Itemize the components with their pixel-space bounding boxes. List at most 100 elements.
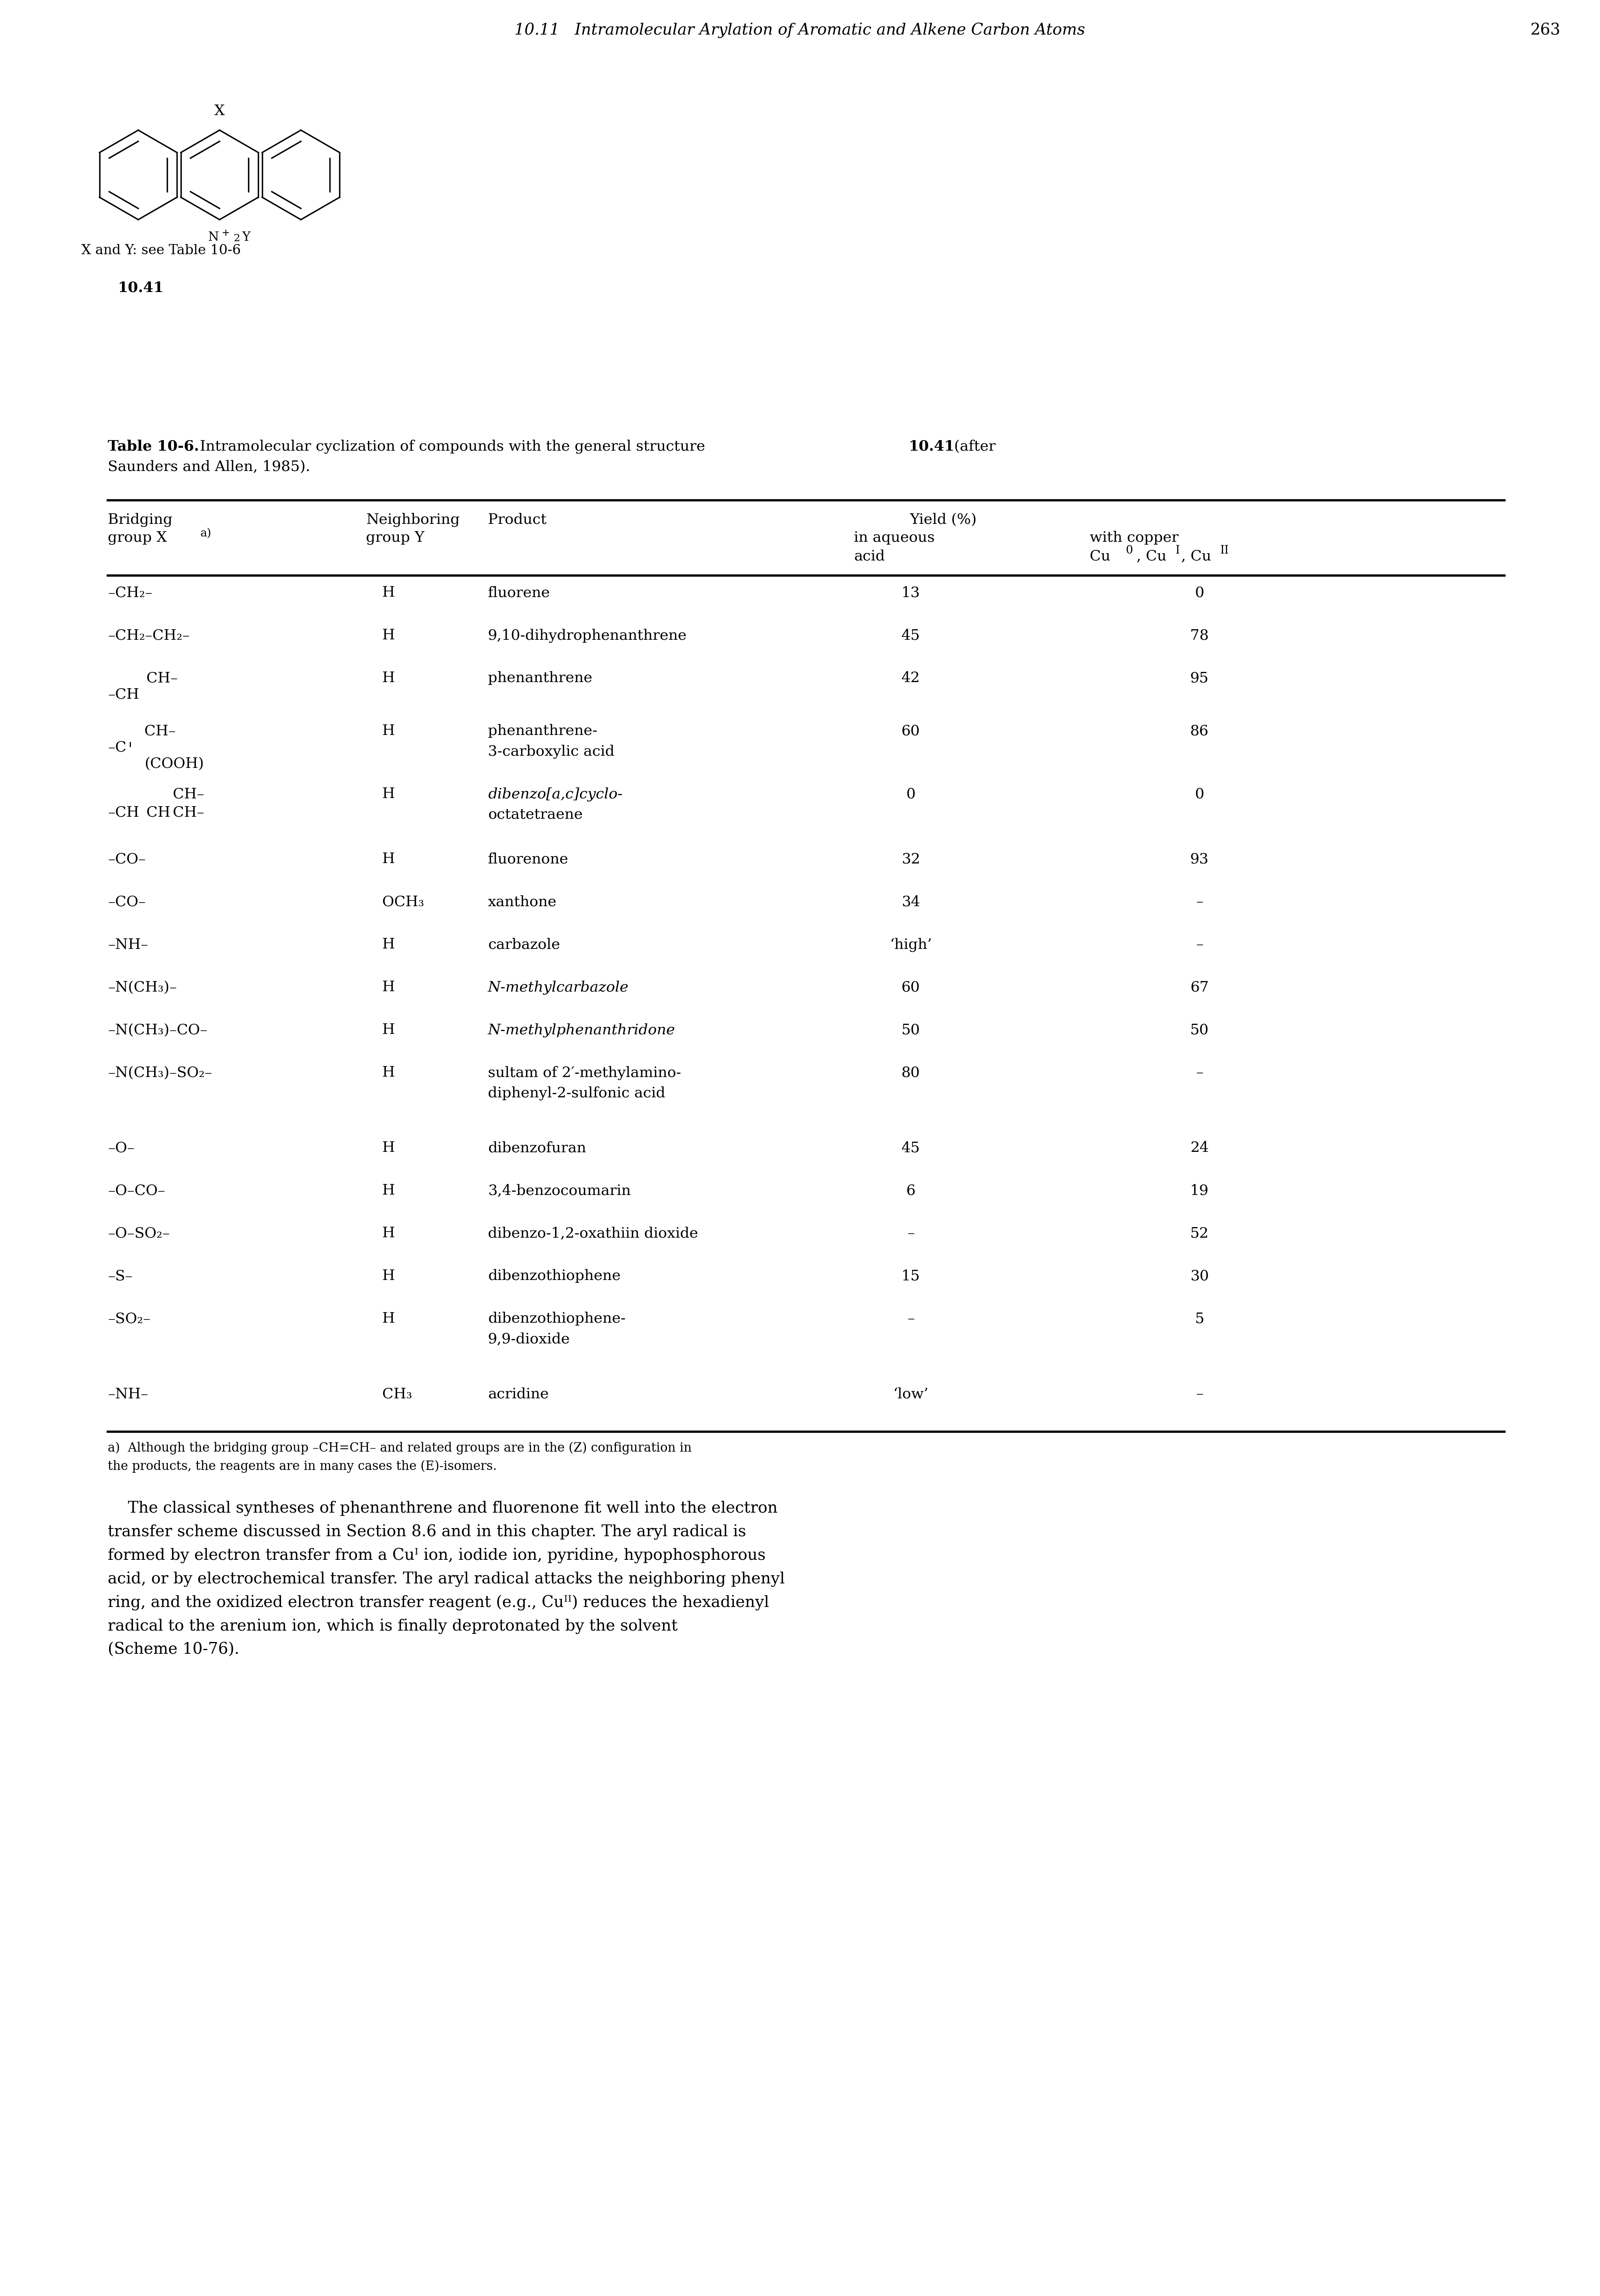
Text: acid, or by electrochemical transfer. The aryl radical attacks the neighboring p: acid, or by electrochemical transfer. Th… — [107, 1570, 786, 1587]
Text: N-methylphenanthridone: N-methylphenanthridone — [488, 1024, 675, 1038]
Text: 30: 30 — [1190, 1270, 1210, 1283]
Text: 5: 5 — [1195, 1311, 1205, 1325]
Text: (after: (after — [949, 439, 995, 452]
Text: 10.41: 10.41 — [118, 280, 165, 294]
Text: –CH₂–: –CH₂– — [107, 585, 152, 599]
Text: ‘low’: ‘low’ — [893, 1387, 928, 1401]
Text: xanthone: xanthone — [488, 895, 557, 909]
Text: dibenzofuran: dibenzofuran — [488, 1141, 586, 1155]
Text: 10.11   Intramolecular Arylation of Aromatic and Alkene Carbon Atoms: 10.11 Intramolecular Arylation of Aromat… — [515, 23, 1085, 39]
Text: X and Y: see Table 10-6: X and Y: see Table 10-6 — [82, 243, 242, 257]
Text: diphenyl-2-sulfonic acid: diphenyl-2-sulfonic acid — [488, 1086, 666, 1100]
Text: II: II — [1219, 544, 1229, 556]
Text: in aqueous: in aqueous — [854, 530, 934, 544]
Text: fluorene: fluorene — [488, 585, 550, 599]
Text: with copper: with copper — [1090, 530, 1179, 544]
Text: –: – — [1195, 937, 1203, 951]
Text: H: H — [382, 937, 395, 951]
Text: 0: 0 — [1125, 544, 1133, 556]
Text: 67: 67 — [1190, 980, 1208, 994]
Text: –: – — [907, 1311, 915, 1325]
Text: Product: Product — [488, 512, 547, 526]
Text: ‘high’: ‘high’ — [890, 937, 931, 951]
Text: 263: 263 — [1530, 23, 1560, 39]
Text: 93: 93 — [1190, 852, 1210, 866]
Text: transfer scheme discussed in Section 8.6 and in this chapter. The aryl radical i: transfer scheme discussed in Section 8.6… — [107, 1525, 746, 1541]
Text: CH: CH — [146, 806, 171, 820]
Text: –: – — [907, 1226, 915, 1240]
Text: –O–SO₂–: –O–SO₂– — [107, 1226, 170, 1240]
Text: N-methylcarbazole: N-methylcarbazole — [488, 980, 629, 994]
Text: –NH–: –NH– — [107, 1387, 149, 1401]
Text: –N(CH₃)–CO–: –N(CH₃)–CO– — [107, 1024, 208, 1038]
Text: dibenzo[a,c]cyclo-: dibenzo[a,c]cyclo- — [488, 788, 622, 801]
Text: CH–: CH– — [173, 788, 205, 801]
Text: 60: 60 — [901, 723, 920, 737]
Text: 15: 15 — [901, 1270, 920, 1283]
Text: –S–: –S– — [107, 1270, 133, 1283]
Text: dibenzothiophene-: dibenzothiophene- — [488, 1311, 626, 1325]
Text: ring, and the oxidized electron transfer reagent (e.g., Cuᴵᴵ) reduces the hexadi: ring, and the oxidized electron transfer… — [107, 1596, 770, 1612]
Text: Y: Y — [242, 232, 250, 243]
Text: OCH₃: OCH₃ — [382, 895, 424, 909]
Text: dibenzothiophene: dibenzothiophene — [488, 1270, 621, 1283]
Text: a)  Although the bridging group –CH=CH– and related groups are in the (Z) config: a) Although the bridging group –CH=CH– a… — [107, 1442, 691, 1456]
Text: –SO₂–: –SO₂– — [107, 1311, 150, 1325]
Text: –N(CH₃)–SO₂–: –N(CH₃)–SO₂– — [107, 1065, 213, 1079]
Text: H: H — [382, 1270, 395, 1283]
Text: CH–: CH– — [144, 723, 176, 737]
Text: –CO–: –CO– — [107, 895, 146, 909]
Text: The classical syntheses of phenanthrene and fluorenone fit well into the electro: The classical syntheses of phenanthrene … — [107, 1502, 778, 1515]
Text: sultam of 2′-methylamino-: sultam of 2′-methylamino- — [488, 1065, 682, 1079]
Text: octatetraene: octatetraene — [488, 808, 582, 822]
Text: +: + — [221, 230, 230, 239]
Text: fluorenone: fluorenone — [488, 852, 568, 866]
Text: Table 10-6.: Table 10-6. — [107, 439, 198, 452]
Text: 9,10-dihydrophenanthrene: 9,10-dihydrophenanthrene — [488, 629, 686, 643]
Text: formed by electron transfer from a Cuᴵ ion, iodide ion, pyridine, hypophosphorou: formed by electron transfer from a Cuᴵ i… — [107, 1548, 766, 1564]
Text: H: H — [382, 585, 395, 599]
Text: H: H — [382, 1024, 395, 1038]
Text: , Cu: , Cu — [1181, 549, 1211, 563]
Text: CH₃: CH₃ — [382, 1387, 413, 1401]
Text: phenanthrene: phenanthrene — [488, 670, 592, 684]
Text: 45: 45 — [901, 629, 920, 643]
Text: H: H — [382, 1226, 395, 1240]
Text: Neighboring: Neighboring — [366, 512, 459, 526]
Text: –CO–: –CO– — [107, 852, 146, 866]
Text: 0: 0 — [1195, 788, 1205, 801]
Text: –: – — [1195, 895, 1203, 909]
Text: H: H — [382, 980, 395, 994]
Text: 32: 32 — [901, 852, 920, 866]
Text: a): a) — [200, 528, 211, 540]
Text: H: H — [382, 629, 395, 643]
Text: 13: 13 — [901, 585, 920, 599]
Text: CH–: CH– — [146, 670, 178, 684]
Text: the products, the reagents are in many cases the (E)-isomers.: the products, the reagents are in many c… — [107, 1460, 498, 1472]
Text: 86: 86 — [1190, 723, 1210, 737]
Text: acridine: acridine — [488, 1387, 549, 1401]
Text: –NH–: –NH– — [107, 937, 149, 951]
Text: 2: 2 — [234, 234, 240, 243]
Text: H: H — [382, 1141, 395, 1155]
Text: carbazole: carbazole — [488, 937, 560, 951]
Text: N: N — [208, 232, 219, 243]
Text: CH–: CH– — [173, 806, 205, 820]
Text: 78: 78 — [1190, 629, 1210, 643]
Text: group X: group X — [107, 530, 166, 544]
Text: dibenzo-1,2-oxathiin dioxide: dibenzo-1,2-oxathiin dioxide — [488, 1226, 698, 1240]
Text: X: X — [214, 103, 226, 117]
Text: 50: 50 — [901, 1024, 920, 1038]
Text: phenanthrene-: phenanthrene- — [488, 723, 597, 737]
Text: Intramolecular cyclization of compounds with the general structure: Intramolecular cyclization of compounds … — [195, 439, 710, 452]
Text: H: H — [382, 1065, 395, 1079]
Text: –: – — [1195, 1387, 1203, 1401]
Text: H: H — [382, 788, 395, 801]
Text: Cu: Cu — [1090, 549, 1110, 563]
Text: Yield (%): Yield (%) — [910, 512, 978, 526]
Text: (COOH): (COOH) — [144, 755, 203, 771]
Text: 60: 60 — [901, 980, 920, 994]
Text: –C: –C — [107, 739, 126, 753]
Text: –: – — [1195, 1065, 1203, 1079]
Text: 9,9-dioxide: 9,9-dioxide — [488, 1332, 570, 1345]
